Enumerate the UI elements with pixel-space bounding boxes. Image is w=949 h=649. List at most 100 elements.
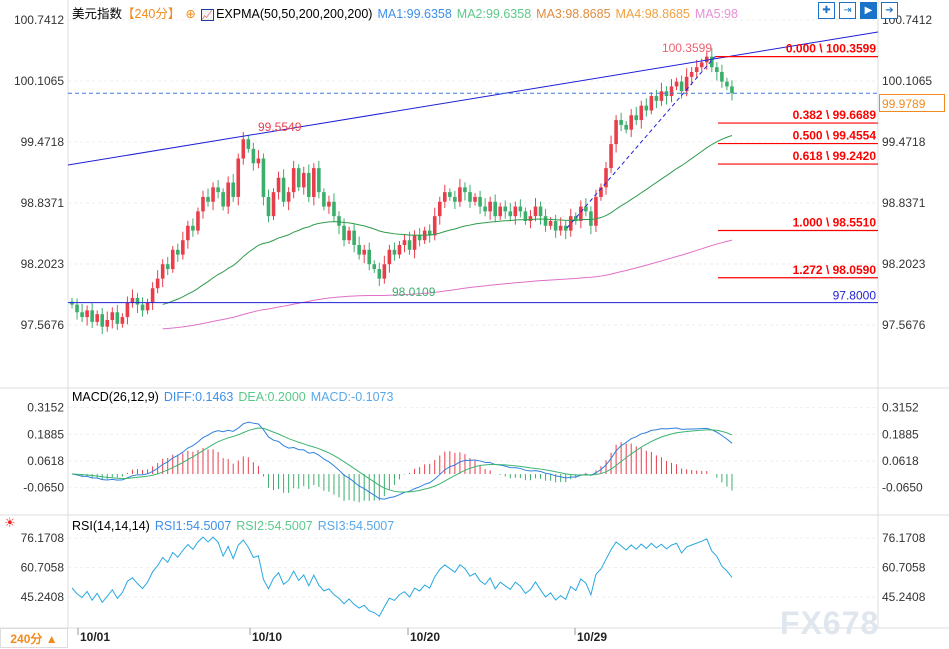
candle-body — [175, 249, 180, 255]
candle-body — [715, 67, 719, 73]
candle-body — [251, 148, 256, 164]
fib-level-label: 1.272 \ 98.0590 — [793, 263, 877, 277]
period-label[interactable]: 【240分】 — [122, 7, 181, 21]
candle-body — [548, 220, 553, 226]
candle-body — [614, 120, 618, 145]
candle-body — [669, 86, 674, 97]
fib-base-line — [566, 56, 716, 229]
candle-body — [624, 124, 628, 130]
price-tick-right: 98.8371 — [882, 196, 926, 210]
candle-body — [120, 317, 125, 324]
candle-body — [291, 168, 296, 193]
ma2-value: MA2:99.6358 — [456, 7, 532, 21]
candle-body — [558, 225, 563, 231]
candle-body — [125, 302, 130, 318]
circle-plus-icon[interactable]: ⊕ — [185, 7, 196, 21]
ema50-line — [162, 135, 733, 305]
candle-body — [453, 196, 457, 202]
sun-settings-icon[interactable]: ☀ — [4, 515, 16, 530]
candle-body — [468, 192, 472, 202]
candle-body — [609, 144, 613, 169]
candle-body — [191, 225, 195, 231]
crosshair-icon[interactable]: ✚ — [818, 2, 835, 19]
rsi-tick-left: 76.1708 — [21, 531, 65, 545]
candle-body — [629, 115, 634, 130]
rsi-tick-right: 60.7058 — [882, 561, 926, 575]
dea-line — [71, 427, 733, 493]
ma4-value: MA4:98.8685 — [615, 7, 690, 21]
rsi-legend: RSI(14,14,14) RSI1:54.5007 RSI2:54.5007 RSI… — [72, 519, 399, 533]
candle-body — [710, 56, 714, 68]
candle-body — [296, 168, 301, 188]
candle-body — [372, 264, 377, 270]
price-tick-right: 99.4718 — [882, 135, 926, 149]
candle-body — [553, 220, 558, 231]
date-tick: 10/20 — [410, 630, 441, 644]
candle-body — [412, 235, 417, 250]
candle-body — [679, 81, 684, 92]
ema200-line — [162, 239, 733, 330]
candle-body — [150, 288, 155, 303]
candle-body — [720, 72, 724, 82]
price-tick-right: 100.1065 — [882, 74, 932, 88]
price-tick-right: 97.5676 — [882, 318, 926, 332]
jump-end-icon[interactable]: ➔ — [881, 2, 898, 19]
candle-body — [584, 206, 588, 212]
diff-line — [71, 421, 733, 500]
candle-body — [246, 139, 251, 149]
price-tick-left: 99.4718 — [21, 135, 65, 149]
period-button[interactable]: 240分 ▲ — [0, 628, 68, 648]
candle-body — [342, 225, 346, 241]
candle-body — [407, 240, 412, 250]
candle-body — [483, 206, 487, 212]
trend-line — [67, 31, 879, 166]
candle-body — [599, 187, 603, 197]
candle-body — [699, 62, 704, 68]
candle-body — [659, 91, 664, 101]
candle-body — [458, 187, 462, 202]
price-tick-right: 98.2023 — [882, 257, 926, 271]
swing-high-label: 99.5549 — [258, 120, 302, 134]
candle-body — [589, 211, 593, 226]
low-label: 98.0109 — [392, 285, 436, 299]
candle-body — [261, 158, 266, 197]
dea-value: DEA:0.2000 — [238, 390, 306, 404]
toolbar: ✚ ⇥ ▶ ➔ — [818, 2, 898, 19]
candle-body — [241, 139, 246, 159]
macd-value: MACD:-0.1073 — [310, 390, 394, 404]
rsi-tick-right: 76.1708 — [882, 531, 926, 545]
candle-body — [478, 196, 482, 207]
candle-body — [397, 245, 402, 255]
candle-body — [674, 81, 679, 87]
price-tick-left: 100.7412 — [14, 13, 64, 27]
candle-body — [382, 264, 387, 279]
fib-level-label: 0.618 \ 99.2420 — [793, 149, 877, 163]
instrument-title: 美元指数 — [72, 7, 123, 21]
play-forward-icon[interactable]: ▶ — [860, 2, 877, 19]
candle-body — [498, 206, 503, 217]
rsi-title: RSI(14,14,14) — [72, 519, 150, 533]
candle-body — [286, 192, 291, 202]
fib-level-label: 0.382 \ 99.6689 — [793, 108, 877, 122]
candle-body — [110, 312, 115, 320]
rsi2-value: RSI2:54.5007 — [236, 519, 313, 533]
price-tick-left: 97.5676 — [21, 318, 65, 332]
candle-body — [211, 187, 215, 202]
fit-range-icon[interactable]: ⇥ — [839, 2, 856, 19]
date-tick: 10/10 — [252, 630, 283, 644]
candle-body — [322, 192, 326, 207]
candle-body — [231, 182, 236, 197]
candle-body — [256, 158, 261, 164]
fib-level-label: 0.500 \ 99.4554 — [793, 129, 877, 143]
candle-body — [377, 269, 382, 279]
rsi1-value: RSI1:54.5007 — [154, 519, 232, 533]
candle-body — [594, 196, 598, 226]
candle-body — [75, 304, 79, 313]
candle-body — [634, 115, 639, 121]
date-tick: 10/01 — [80, 630, 111, 644]
candle-body — [306, 172, 311, 197]
candle-body — [437, 201, 442, 217]
candle-body — [417, 235, 422, 241]
candle-body — [165, 264, 170, 270]
